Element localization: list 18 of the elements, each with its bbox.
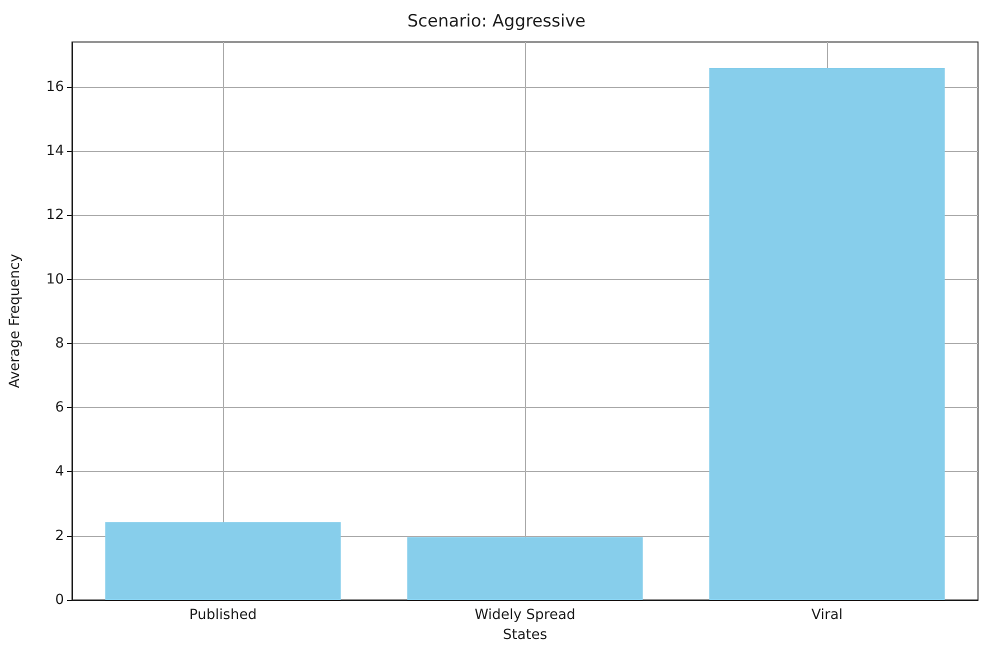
y-tick-label: 16 [46,78,64,95]
x-tick-label: Published [189,607,257,623]
y-tick-label: 14 [46,143,64,160]
y-tick-label: 4 [55,464,64,480]
x-axis-title: States [502,627,548,643]
y-tick-label: 10 [46,271,64,288]
x-tick-label: Widely Spread [474,607,576,623]
y-tick-label: 8 [55,335,64,352]
x-tick-label: Viral [811,607,843,623]
y-axis-title: Average Frequency [7,254,23,388]
y-tick-label: 6 [55,400,64,416]
y-tick-label: 0 [55,592,64,608]
bar [709,68,945,600]
bar [105,522,341,600]
bar [407,537,643,600]
y-tick-label: 2 [55,528,64,544]
chart-title: Scenario: Aggressive [407,12,586,32]
y-tick-label: 12 [46,207,64,224]
